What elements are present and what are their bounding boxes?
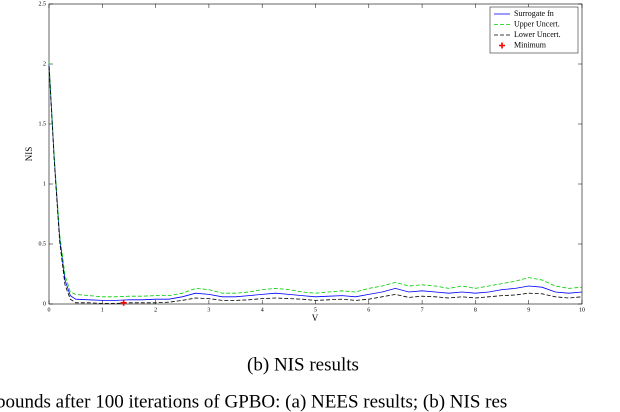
legend-label: Minimum bbox=[514, 40, 547, 49]
series-line bbox=[48, 61, 583, 298]
legend-label: Upper Uncert. bbox=[514, 19, 560, 28]
legend-marker bbox=[499, 42, 505, 49]
y-tick-label: 0 bbox=[43, 301, 46, 307]
figure-caption: bounds after 100 iterations of GPBO: (a)… bbox=[0, 391, 507, 412]
y-tick-label: 2 bbox=[43, 61, 46, 67]
y-tick-label: 1 bbox=[43, 181, 46, 187]
x-tick-label: 7 bbox=[421, 307, 424, 313]
series-line bbox=[48, 63, 583, 301]
series-line bbox=[48, 66, 583, 304]
y-tick-label: 1.5 bbox=[39, 121, 47, 127]
minimum-marker bbox=[120, 299, 127, 306]
legend-label: Lower Uncert. bbox=[514, 30, 561, 39]
x-axis-label: V bbox=[312, 313, 319, 323]
x-tick-label: 9 bbox=[527, 307, 530, 313]
x-tick-label: 6 bbox=[367, 307, 370, 313]
x-tick-label: 10 bbox=[579, 307, 585, 313]
y-tick-label: 2.5 bbox=[39, 1, 47, 7]
y-tick-label: 0.5 bbox=[39, 241, 47, 247]
x-tick-label: 0 bbox=[48, 307, 51, 313]
x-tick-label: 4 bbox=[261, 307, 264, 313]
x-tick-label: 3 bbox=[207, 307, 210, 313]
x-tick-label: 1 bbox=[101, 307, 104, 313]
x-tick-label: 8 bbox=[474, 307, 477, 313]
legend-label: Surrogate fn bbox=[514, 9, 554, 18]
subfigure-caption: (b) NIS results bbox=[247, 354, 359, 375]
x-tick-label: 2 bbox=[154, 307, 157, 313]
x-tick-label: 5 bbox=[314, 307, 317, 313]
y-axis-label: NIS bbox=[24, 147, 34, 162]
